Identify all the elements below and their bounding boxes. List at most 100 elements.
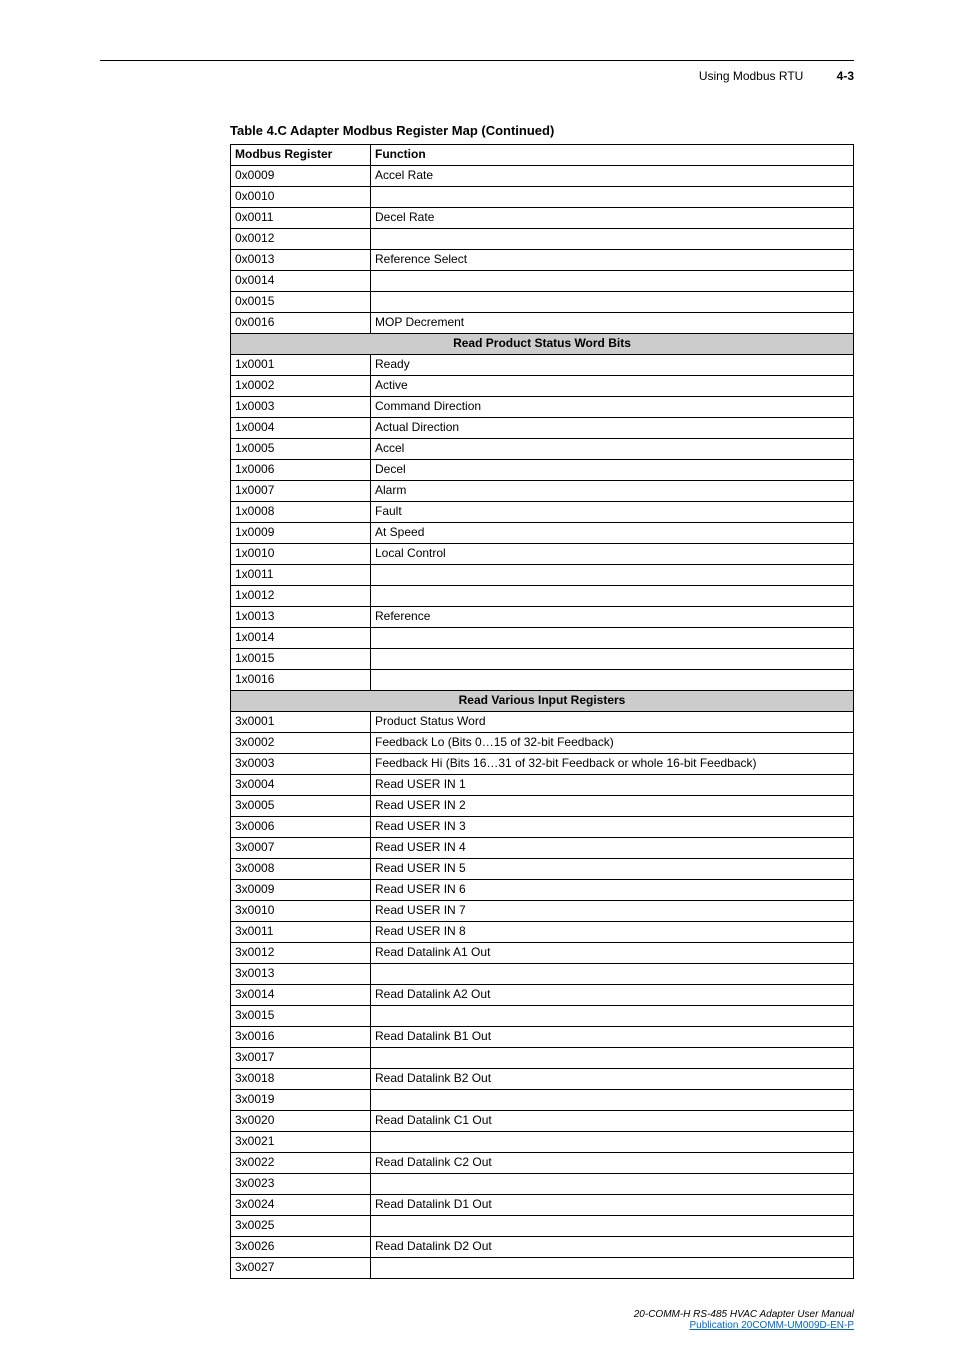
table-row: 3x0022Read Datalink C2 Out — [231, 1153, 854, 1174]
col-header-function: Function — [371, 145, 854, 166]
page-footer: 20-COMM-H RS-485 HVAC Adapter User Manua… — [100, 1309, 854, 1331]
register-cell: 3x0005 — [231, 796, 371, 817]
register-cell: 1x0001 — [231, 355, 371, 376]
function-cell — [371, 565, 854, 586]
table-row: 1x0004Actual Direction — [231, 418, 854, 439]
register-cell: 1x0015 — [231, 649, 371, 670]
function-cell: Decel — [371, 460, 854, 481]
function-cell: Read USER IN 5 — [371, 859, 854, 880]
table-row: 1x0006Decel — [231, 460, 854, 481]
table-row: 1x0015 — [231, 649, 854, 670]
table-row: 0x0013Reference Select — [231, 250, 854, 271]
register-cell: 3x0023 — [231, 1174, 371, 1195]
register-cell: 0x0015 — [231, 292, 371, 313]
table-row: 0x0009Accel Rate — [231, 166, 854, 187]
register-cell: 1x0012 — [231, 586, 371, 607]
register-cell: 3x0017 — [231, 1048, 371, 1069]
table-row: 0x0012 — [231, 229, 854, 250]
function-cell — [371, 1048, 854, 1069]
register-cell: 0x0011 — [231, 208, 371, 229]
chapter-title: Using Modbus RTU — [699, 69, 803, 83]
register-cell: 3x0015 — [231, 1006, 371, 1027]
table-row: 3x0021 — [231, 1132, 854, 1153]
table-row: 0x0014 — [231, 271, 854, 292]
table-row: 3x0008Read USER IN 5 — [231, 859, 854, 880]
table-row: 3x0011Read USER IN 8 — [231, 922, 854, 943]
function-cell — [371, 271, 854, 292]
register-cell: 3x0025 — [231, 1216, 371, 1237]
function-cell — [371, 1258, 854, 1279]
register-cell: 3x0013 — [231, 964, 371, 985]
table-row: 1x0008Fault — [231, 502, 854, 523]
section-header-cell: Read Various Input Registers — [231, 691, 854, 712]
register-cell: 1x0005 — [231, 439, 371, 460]
register-cell: 3x0027 — [231, 1258, 371, 1279]
function-cell — [371, 964, 854, 985]
register-cell: 1x0014 — [231, 628, 371, 649]
function-cell: Read Datalink D2 Out — [371, 1237, 854, 1258]
table-container: Table 4.C Adapter Modbus Register Map (C… — [230, 123, 854, 1279]
function-cell — [371, 1006, 854, 1027]
function-cell: Read USER IN 2 — [371, 796, 854, 817]
function-cell — [371, 1090, 854, 1111]
register-cell: 1x0006 — [231, 460, 371, 481]
register-cell: 3x0002 — [231, 733, 371, 754]
register-cell: 3x0010 — [231, 901, 371, 922]
register-cell: 1x0007 — [231, 481, 371, 502]
table-row: 3x0009Read USER IN 6 — [231, 880, 854, 901]
register-cell: 0x0012 — [231, 229, 371, 250]
table-row: 3x0024Read Datalink D1 Out — [231, 1195, 854, 1216]
table-row: 1x0003Command Direction — [231, 397, 854, 418]
function-cell: Accel Rate — [371, 166, 854, 187]
table-row: 3x0019 — [231, 1090, 854, 1111]
register-cell: 1x0010 — [231, 544, 371, 565]
table-row: 1x0005Accel — [231, 439, 854, 460]
function-cell: Read Datalink B2 Out — [371, 1069, 854, 1090]
function-cell: Read USER IN 3 — [371, 817, 854, 838]
table-row: 3x0020Read Datalink C1 Out — [231, 1111, 854, 1132]
table-row: 1x0014 — [231, 628, 854, 649]
function-cell: Product Status Word — [371, 712, 854, 733]
register-cell: 3x0007 — [231, 838, 371, 859]
table-row: 1x0016 — [231, 670, 854, 691]
table-row: 3x0007Read USER IN 4 — [231, 838, 854, 859]
table-row: 3x0027 — [231, 1258, 854, 1279]
table-caption: Table 4.C Adapter Modbus Register Map (C… — [230, 123, 854, 138]
register-cell: 3x0026 — [231, 1237, 371, 1258]
function-cell: Read USER IN 4 — [371, 838, 854, 859]
function-cell — [371, 229, 854, 250]
table-row: 3x0013 — [231, 964, 854, 985]
table-row: 3x0023 — [231, 1174, 854, 1195]
table-row: 0x0016MOP Decrement — [231, 313, 854, 334]
register-cell: 3x0011 — [231, 922, 371, 943]
function-cell: Read Datalink D1 Out — [371, 1195, 854, 1216]
table-row: 3x0026Read Datalink D2 Out — [231, 1237, 854, 1258]
function-cell: Reference — [371, 607, 854, 628]
publication-link[interactable]: Publication 20COMM-UM009D-EN-P — [690, 1320, 855, 1331]
function-cell: Command Direction — [371, 397, 854, 418]
function-cell: Ready — [371, 355, 854, 376]
register-cell: 3x0001 — [231, 712, 371, 733]
function-cell: Active — [371, 376, 854, 397]
register-cell: 3x0004 — [231, 775, 371, 796]
register-cell: 3x0016 — [231, 1027, 371, 1048]
function-cell: Reference Select — [371, 250, 854, 271]
table-row: 3x0001Product Status Word — [231, 712, 854, 733]
table-row: 1x0001Ready — [231, 355, 854, 376]
table-row: 0x0011Decel Rate — [231, 208, 854, 229]
table-row: 3x0003Feedback Hi (Bits 16…31 of 32-bit … — [231, 754, 854, 775]
register-map-table: Modbus Register Function 0x0009Accel Rat… — [230, 144, 854, 1279]
page-number: 4-3 — [837, 69, 854, 83]
page: Using Modbus RTU 4-3 Table 4.C Adapter M… — [0, 0, 954, 1371]
table-row: 1x0011 — [231, 565, 854, 586]
table-row: 3x0017 — [231, 1048, 854, 1069]
function-cell: Accel — [371, 439, 854, 460]
register-cell: 1x0002 — [231, 376, 371, 397]
function-cell: Local Control — [371, 544, 854, 565]
function-cell — [371, 649, 854, 670]
function-cell: Fault — [371, 502, 854, 523]
register-cell: 3x0008 — [231, 859, 371, 880]
register-cell: 1x0016 — [231, 670, 371, 691]
table-row: 1x0002Active — [231, 376, 854, 397]
table-row: 1x0009At Speed — [231, 523, 854, 544]
